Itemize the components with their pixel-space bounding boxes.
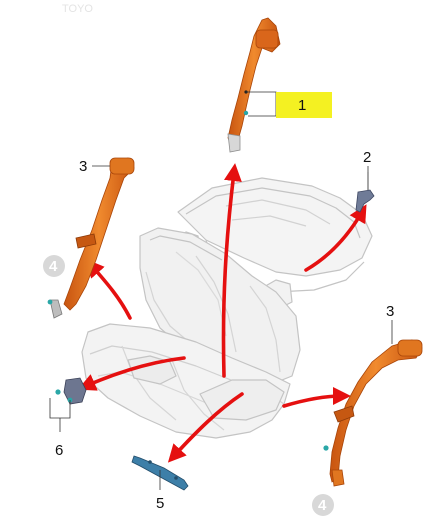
retractor-housing-icon	[109, 157, 135, 175]
anchor-bracket-part-2[interactable]	[355, 172, 375, 213]
ghost-badge-4-right[interactable]: 4	[312, 494, 334, 516]
arrow-icon	[86, 259, 132, 320]
bolt-icon	[47, 299, 53, 305]
callout-label-4-right: 4	[318, 497, 327, 514]
seat-belt-icon	[227, 17, 281, 147]
buckle-icon	[227, 133, 241, 153]
belt-guide-icon	[75, 233, 97, 249]
seat-belt-icon	[63, 157, 135, 311]
callout-leaders	[49, 91, 393, 490]
callout-label-1[interactable]: 1	[298, 97, 306, 114]
arrow-icon	[304, 204, 367, 272]
callout-label-6[interactable]: 6	[55, 442, 63, 459]
callout-label-2[interactable]: 2	[363, 149, 371, 166]
buckle-icon	[49, 299, 63, 319]
bolt-icon	[323, 445, 329, 451]
seat-belt-center-part-1[interactable]	[227, 17, 281, 153]
callout-label-4-left: 4	[49, 258, 58, 275]
seat-belt-left-part-3[interactable]	[47, 157, 135, 319]
arrow-icon	[221, 163, 242, 378]
arrow-icon	[282, 387, 351, 408]
retractor-housing-icon	[255, 29, 279, 49]
removal-arrows	[77, 163, 367, 463]
seat-belt-right-part-3[interactable]	[323, 339, 423, 487]
ghost-badge-4-left[interactable]: 4	[43, 255, 65, 277]
bolt-icon	[243, 110, 249, 116]
retractor-housing-icon	[397, 339, 423, 357]
callout-label-3-left[interactable]: 3	[79, 158, 87, 175]
watermark-text: TOYO	[62, 3, 93, 15]
rear-seat-assembly	[81, 177, 373, 439]
anchor-bracket-icon	[355, 189, 375, 213]
bolt-icon	[55, 389, 61, 395]
arrow-icon	[167, 392, 244, 463]
belt-guide-icon	[333, 405, 355, 423]
callout-label-3-right[interactable]: 3	[386, 303, 394, 320]
buckle-assembly-part-6[interactable]	[55, 377, 87, 405]
callout-label-5[interactable]: 5	[156, 495, 164, 512]
arrow-icon	[77, 356, 186, 391]
highlight-box	[276, 92, 332, 118]
buckle-icon	[63, 377, 87, 405]
